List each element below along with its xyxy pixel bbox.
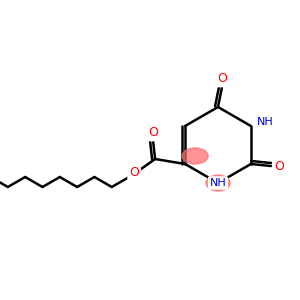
Text: NH: NH: [256, 117, 273, 127]
Text: O: O: [217, 73, 227, 85]
Text: O: O: [129, 166, 139, 178]
Ellipse shape: [182, 148, 208, 164]
Text: O: O: [274, 160, 284, 172]
Text: NH: NH: [210, 178, 226, 188]
Ellipse shape: [206, 175, 230, 191]
Text: O: O: [148, 127, 158, 140]
